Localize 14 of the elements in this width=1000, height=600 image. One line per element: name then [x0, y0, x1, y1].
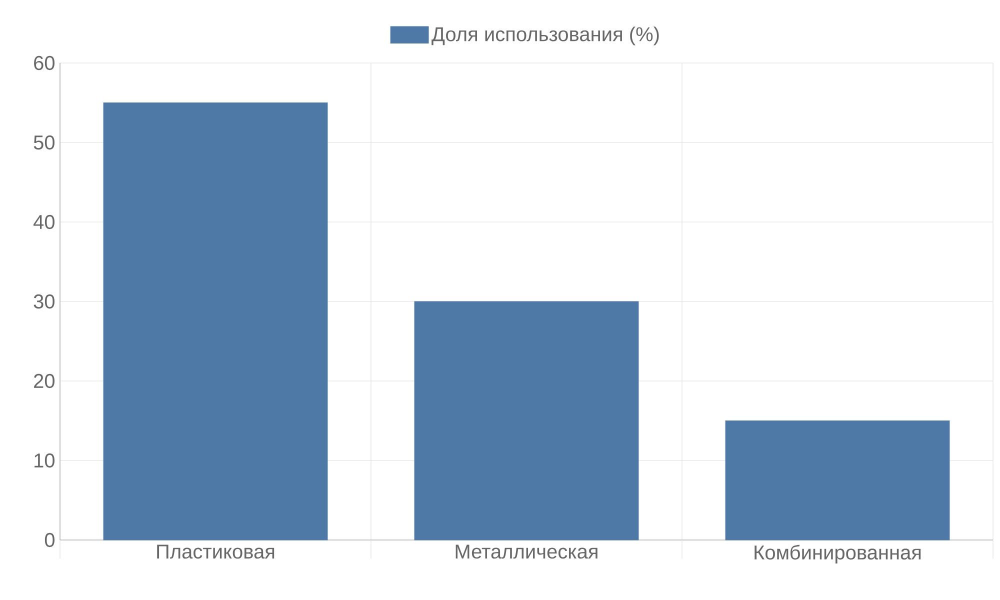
y-tick-label: 30	[34, 294, 54, 309]
y-tick-label: 60	[34, 56, 54, 70]
bar	[103, 102, 328, 540]
bar	[725, 420, 950, 540]
y-tick-label: 0	[44, 532, 54, 548]
x-tick-label: Металлическая	[456, 544, 598, 559]
y-tick-label: 20	[34, 374, 54, 388]
y-tick-label: 10	[34, 453, 54, 468]
x-tick-label: Пластиковая	[157, 544, 274, 559]
bar	[414, 301, 639, 540]
x-tick-label: Комбинированная	[754, 544, 921, 564]
y-tick-label: 40	[34, 214, 54, 230]
y-tick-label: 50	[34, 135, 54, 150]
legend-label: Доля использования (%)	[432, 26, 659, 46]
